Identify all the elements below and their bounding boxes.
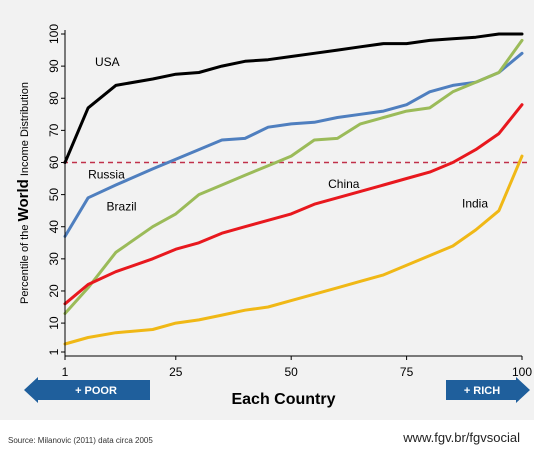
x-axis-label: Each Country	[231, 391, 335, 408]
rich-arrow	[446, 377, 530, 403]
axes-group: 1 10 20 30 40 50 60 70 80 90 100 1 25 50 75 100 Each Cou…	[15, 24, 532, 408]
series-line-china	[63, 103, 524, 306]
series-line-russia	[63, 51, 524, 238]
series-label-usa: USA	[95, 55, 120, 69]
series-label-brazil: Brazil	[107, 200, 137, 214]
series-line-usa	[63, 32, 524, 164]
x-tick-label: 1	[62, 365, 69, 379]
series-group	[63, 32, 524, 346]
series-line-india	[63, 154, 524, 346]
y-tick-label: 80	[47, 91, 61, 105]
y-axis-label-suffix: Income Distribution	[19, 82, 31, 179]
poor-arrow	[24, 377, 150, 403]
x-tick-label: 75	[400, 365, 414, 379]
y-tick-label: 60	[47, 155, 61, 169]
series-label-china: China	[328, 177, 360, 191]
y-tick-label: 90	[47, 59, 61, 73]
y-tick-label: 10	[47, 316, 61, 330]
y-tick-label: 40	[47, 220, 61, 234]
y-axis-label-bold: World	[15, 179, 32, 221]
y-axis-label: Percentile of the World Income Distribut…	[15, 82, 32, 304]
series-label-russia: Russia	[88, 168, 125, 182]
series-label-india: India	[462, 196, 488, 210]
x-tick-label: 100	[512, 365, 532, 379]
website-url: www.fgv.br/fgvsocial	[403, 430, 520, 445]
series-line-brazil	[63, 38, 524, 315]
arrows-group: + POOR + RICH	[24, 377, 530, 403]
chart-background	[0, 0, 534, 420]
rich-arrow-label: + RICH	[464, 385, 500, 397]
y-tick-label: 20	[47, 284, 61, 298]
source-note: Source: Milanovic (2011) data circa 2005	[8, 436, 153, 445]
poor-arrow-label: + POOR	[75, 385, 117, 397]
x-tick-label: 50	[285, 365, 299, 379]
y-axis-label-prefix: Percentile of the	[19, 221, 31, 304]
x-tick-label: 25	[169, 365, 183, 379]
y-tick-label: 30	[47, 252, 61, 266]
y-tick-label: 100	[47, 24, 61, 44]
y-tick-label: 1	[47, 348, 61, 355]
y-tick-label: 70	[47, 123, 61, 137]
y-tick-label: 50	[47, 188, 61, 202]
series-labels-group: USA Russia Brazil China India	[88, 55, 488, 214]
